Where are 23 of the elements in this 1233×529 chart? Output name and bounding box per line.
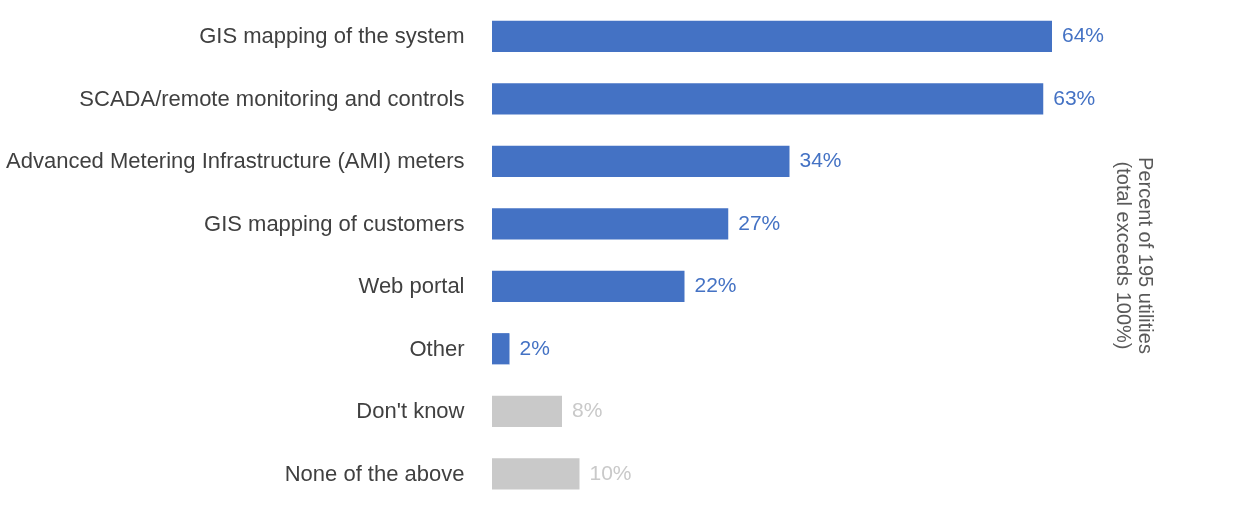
bar (492, 395, 562, 427)
data-label: 64% (1062, 23, 1105, 47)
bar (492, 270, 685, 302)
bar (492, 20, 1052, 52)
y-tick-label: SCADA/remote monitoring and controls (79, 85, 465, 111)
data-label: 27% (738, 210, 781, 234)
bar (492, 208, 729, 240)
data-label: 22% (694, 273, 737, 297)
bar (492, 333, 510, 365)
data-label: 2% (519, 335, 550, 359)
y-tick-label: GIS mapping of customers (204, 210, 465, 236)
y-tick-label: Web portal (358, 273, 465, 299)
bar (492, 458, 580, 490)
bar (492, 145, 790, 177)
data-label: 63% (1053, 85, 1096, 109)
y-tick-label: Other (409, 335, 465, 361)
data-label: 34% (799, 148, 842, 172)
y-tick-label: Advanced Metering Infrastructure (AMI) meters (6, 148, 465, 174)
y-tick-label: None of the above (284, 460, 465, 486)
y-tick-label: Don't know (356, 398, 465, 424)
y-axis-title: Percent of 195 utilities (total exceeds 100%) (1112, 157, 1157, 354)
bar (492, 83, 1044, 115)
y-tick-label: GIS mapping of the system (199, 23, 465, 49)
